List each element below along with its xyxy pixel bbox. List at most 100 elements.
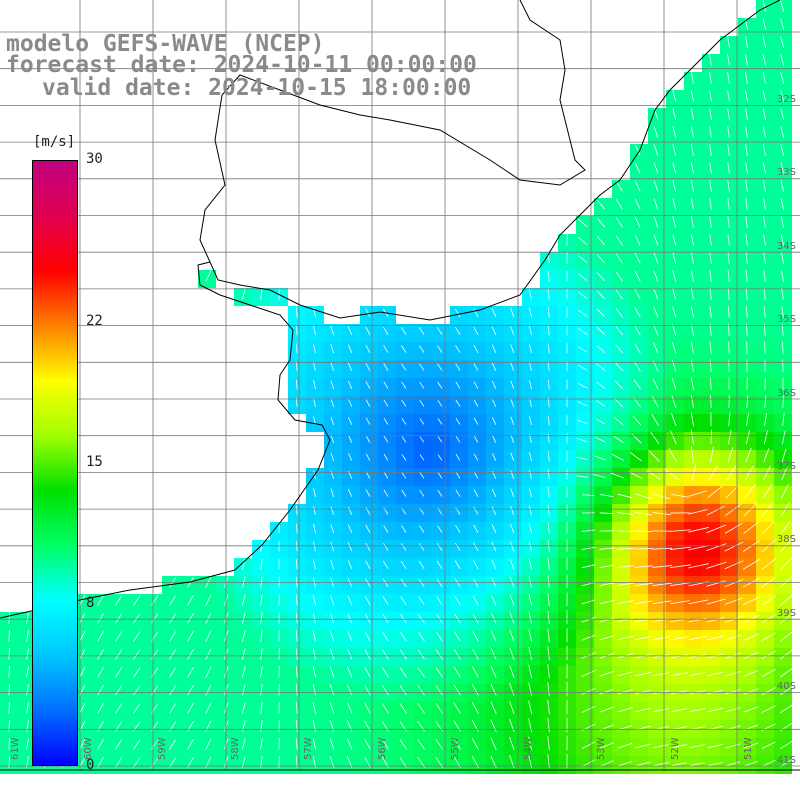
wind-arrow xyxy=(547,415,550,426)
wind-arrow xyxy=(672,216,677,228)
wind-arrow xyxy=(133,613,141,624)
wind-arrow xyxy=(581,687,596,695)
wind-arrow xyxy=(762,484,773,499)
wind-arrow xyxy=(725,707,741,713)
wind-arrow xyxy=(672,234,677,246)
wind-arrow xyxy=(205,702,212,714)
wind-arrow xyxy=(709,234,712,246)
wind-arrow xyxy=(329,702,335,714)
wind-arrow xyxy=(763,430,768,445)
wind-arrow xyxy=(260,288,263,300)
wind-arrow xyxy=(313,506,316,516)
wind-arrow xyxy=(577,419,588,425)
wind-arrow xyxy=(330,344,335,354)
wind-arrow xyxy=(672,180,677,192)
wind-arrow xyxy=(671,708,688,713)
wind-arrow xyxy=(725,634,742,641)
wind-arrow xyxy=(455,363,461,371)
wind-arrow xyxy=(455,345,461,353)
wind-arrow xyxy=(581,546,596,550)
wind-arrow xyxy=(762,108,766,120)
wind-arrow xyxy=(473,308,479,318)
wind-arrow xyxy=(690,341,694,354)
wind-arrow xyxy=(581,741,596,749)
wind-arrow xyxy=(547,522,550,534)
wind-arrow xyxy=(491,524,497,534)
wind-arrow xyxy=(260,558,263,570)
wind-arrow xyxy=(313,380,316,390)
wind-arrow xyxy=(761,632,777,642)
wind-arrow xyxy=(260,738,263,750)
wind-arrow xyxy=(133,649,141,660)
wind-arrow xyxy=(709,54,712,66)
wind-arrow xyxy=(471,719,479,732)
wind-arrow xyxy=(727,108,730,120)
wind-arrow xyxy=(672,270,677,282)
wind-arrow xyxy=(671,413,677,427)
wind-arrow xyxy=(437,472,443,479)
wind-arrow xyxy=(382,613,389,624)
wind-arrow xyxy=(690,216,694,228)
wind-arrow xyxy=(781,305,784,318)
wind-arrow xyxy=(399,702,407,714)
wind-arrow xyxy=(151,595,159,606)
wind-arrow xyxy=(780,108,785,120)
wind-arrow xyxy=(596,308,606,318)
wind-arrow xyxy=(779,704,793,714)
wind-arrow xyxy=(599,599,615,605)
wind-arrow xyxy=(295,594,298,606)
wind-arrow xyxy=(187,702,194,714)
wind-arrow xyxy=(312,720,316,732)
wind-arrow xyxy=(690,429,694,445)
wind-arrow xyxy=(473,524,479,534)
wind-arrow xyxy=(615,235,623,246)
wind-arrow xyxy=(779,612,793,624)
wind-arrow xyxy=(295,361,298,372)
wind-arrow xyxy=(97,595,104,606)
wind-arrow xyxy=(79,648,86,660)
wind-arrow xyxy=(348,398,353,407)
wind-arrow xyxy=(347,595,353,606)
wind-arrow xyxy=(762,72,766,84)
wind-arrow xyxy=(473,507,479,515)
wind-arrow xyxy=(435,702,443,714)
wind-arrow xyxy=(672,90,677,102)
wind-arrow xyxy=(707,689,724,695)
wind-arrow xyxy=(528,558,532,570)
wind-arrow xyxy=(745,162,748,174)
wind-arrow xyxy=(634,288,641,300)
wind-arrow xyxy=(613,416,624,426)
wind-arrow xyxy=(330,595,335,606)
wind-arrow xyxy=(709,198,712,210)
wind-arrow xyxy=(634,198,641,210)
wind-arrow xyxy=(97,667,104,678)
wind-arrow xyxy=(581,599,596,605)
wind-arrow xyxy=(453,649,461,660)
wind-arrow xyxy=(347,666,353,678)
wind-arrow xyxy=(632,415,642,426)
wind-arrow xyxy=(454,542,461,551)
wind-arrow xyxy=(547,379,550,390)
wind-arrow xyxy=(635,743,651,749)
wind-arrow xyxy=(509,559,515,570)
wind-arrow xyxy=(401,525,407,533)
wind-arrow xyxy=(596,199,606,210)
wind-arrow xyxy=(79,612,86,624)
colorbar xyxy=(32,160,78,766)
wind-arrow xyxy=(709,180,712,192)
wind-arrow xyxy=(727,180,730,192)
wind-arrow xyxy=(455,436,461,443)
wind-arrow xyxy=(400,631,407,642)
wind-arrow xyxy=(473,363,479,371)
wind-arrow xyxy=(492,453,497,461)
wind-arrow xyxy=(528,505,532,516)
wind-arrow xyxy=(437,363,443,371)
wind-arrow xyxy=(312,612,316,624)
wind-arrow xyxy=(780,234,784,246)
wind-arrow xyxy=(577,255,588,263)
wind-arrow xyxy=(436,327,443,335)
wind-arrow xyxy=(615,307,623,318)
wind-arrow xyxy=(187,738,194,750)
wind-arrow xyxy=(472,630,479,642)
wind-arrow xyxy=(453,702,461,714)
